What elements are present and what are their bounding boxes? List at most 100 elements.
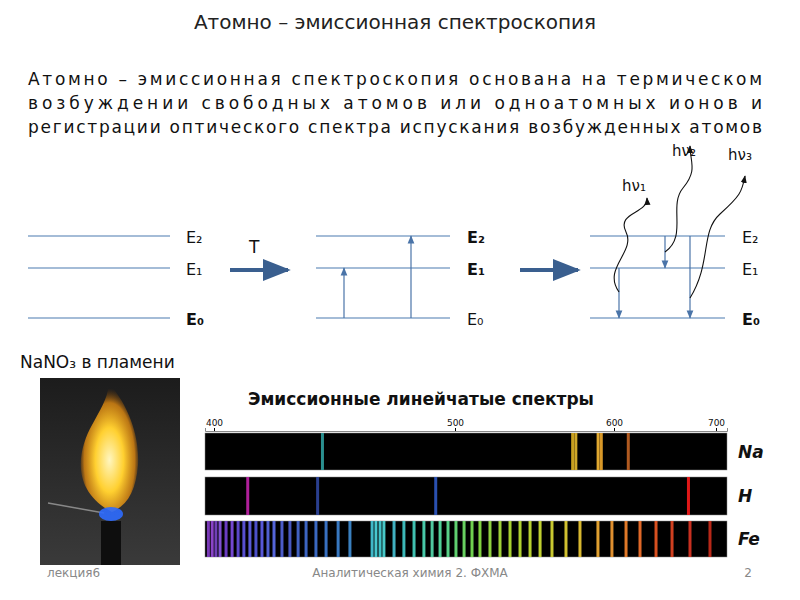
- process-arrow: [520, 268, 578, 272]
- spectral-line: [413, 521, 416, 557]
- spectral-lines: [321, 433, 630, 470]
- spectral-line: [305, 521, 308, 557]
- spectral-line: [627, 433, 630, 470]
- tick: 700: [708, 418, 725, 431]
- spectral-line: [382, 521, 385, 557]
- spectral-line: [439, 521, 442, 557]
- energy-level: [590, 267, 725, 268]
- spectral-line: [708, 521, 711, 557]
- spectral-line: [671, 521, 674, 557]
- spectral-line: [471, 521, 474, 557]
- energy-label: E₂: [742, 228, 759, 247]
- spectral-line: [321, 433, 324, 470]
- spectral-line: [231, 521, 234, 557]
- footer-center: Аналитическая химия 2. ФХМА: [312, 566, 508, 580]
- spectral-line: [539, 521, 542, 557]
- energy-label: E₂: [186, 228, 203, 247]
- spectral-line: [314, 521, 317, 557]
- tick-label: 400: [206, 418, 223, 428]
- spectral-line: [625, 521, 628, 557]
- energy-panel: E₂E₁E₀: [590, 228, 760, 329]
- spectral-line: [297, 521, 300, 557]
- tick: 600: [606, 418, 623, 431]
- burner: [101, 521, 121, 565]
- spectral-line: [266, 521, 269, 557]
- spectral-line: [529, 521, 532, 557]
- spectral-line: [337, 521, 340, 557]
- photon-wave: [690, 176, 745, 298]
- spectral-lines: [207, 521, 712, 557]
- spectral-line: [687, 477, 690, 515]
- spectral-line: [207, 521, 210, 557]
- spectral-line: [488, 521, 491, 557]
- spectrum-strip: [205, 433, 727, 470]
- spectral-line: [509, 521, 512, 557]
- spectral-line: [519, 521, 522, 557]
- spectral-line: [379, 521, 382, 557]
- spectral-line: [402, 521, 405, 557]
- energy-level: [28, 235, 170, 236]
- tick: 500: [447, 418, 464, 431]
- spectral-line: [237, 521, 240, 557]
- spectral-line: [578, 521, 581, 557]
- excitation-arrow: [343, 268, 344, 318]
- spectral-line: [478, 521, 481, 557]
- spectral-line: [574, 433, 577, 470]
- blue-flame: [99, 507, 123, 521]
- energy-label: E₀: [467, 310, 484, 329]
- energy-level: [316, 317, 450, 318]
- spectral-line: [374, 521, 377, 557]
- excitation-arrow: [410, 236, 411, 318]
- spectral-line: [325, 521, 328, 557]
- spectral-lines: [246, 477, 690, 515]
- energy-level: [28, 317, 170, 318]
- wavelength-axis: 400 500 600 700: [206, 418, 728, 432]
- paragraph-line: Атомно – эмиссионная спектроскопия основ…: [28, 69, 762, 89]
- axis-line: [206, 428, 728, 432]
- spectral-line: [225, 521, 228, 557]
- emission-transition: [618, 268, 619, 318]
- element-label: Na: [738, 442, 764, 462]
- photon-label: hν₁: [622, 177, 646, 195]
- spectral-line: [434, 477, 437, 515]
- spectral-line: [550, 521, 553, 557]
- spectrum-strip: [205, 477, 727, 515]
- spectral-line: [597, 433, 600, 470]
- heating-label: T: [248, 237, 260, 257]
- tick-mark: [716, 428, 717, 431]
- energy-label: E₀: [186, 310, 204, 329]
- energy-level: [590, 317, 725, 318]
- spectral-line: [610, 521, 613, 557]
- spectral-line: [422, 521, 425, 557]
- tick-label: 500: [447, 418, 464, 428]
- photon-label: hν₃: [728, 146, 752, 164]
- energy-label: E₁: [467, 260, 485, 279]
- energy-panel: E₂ E₁ E₀: [316, 228, 485, 329]
- energy-level: [28, 267, 170, 268]
- tick: 400: [206, 418, 223, 431]
- spectral-line: [316, 477, 319, 515]
- spectral-line: [371, 521, 374, 557]
- spectral-line: [248, 521, 251, 557]
- paragraph-line: регистрации оптического спектра испускан…: [28, 117, 762, 137]
- flame-photo: [40, 378, 180, 565]
- spectral-line: [564, 521, 567, 557]
- spectral-line: [242, 521, 245, 557]
- spectral-line: [214, 521, 217, 557]
- photo-background: [40, 378, 180, 565]
- flame: [81, 382, 138, 512]
- tick-mark: [614, 428, 615, 431]
- tick-label: 600: [606, 418, 623, 428]
- spectral-line: [571, 433, 574, 470]
- spectrum-strip: [205, 521, 727, 557]
- spectral-line: [596, 521, 599, 557]
- paragraph-line: возбуждении свободных атомов или одноато…: [28, 93, 762, 113]
- spectral-line: [447, 521, 450, 557]
- title: Атомно – эмиссионная спектроскопия: [194, 10, 596, 34]
- spectral-line: [688, 521, 691, 557]
- spectral-line: [639, 521, 642, 557]
- page-number: 2: [744, 566, 752, 580]
- spectral-line: [288, 521, 291, 557]
- spectral-line: [600, 433, 603, 470]
- energy-label: E₂: [467, 228, 485, 247]
